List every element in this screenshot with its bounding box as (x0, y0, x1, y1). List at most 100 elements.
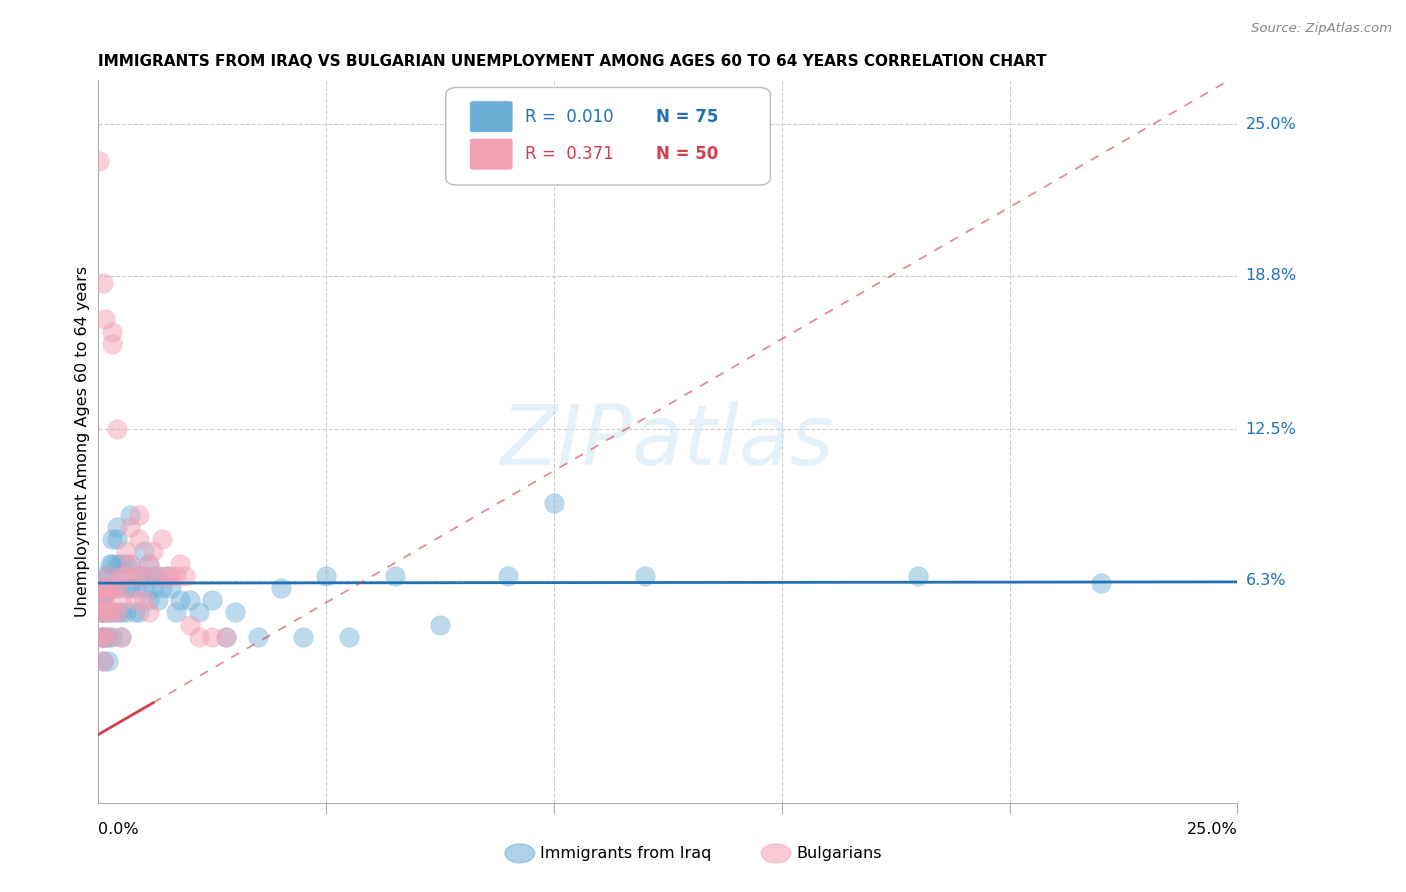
Point (96, 630, 118, 644)
Point (94, 581, 117, 595)
Point (91, 569, 114, 583)
Point (160, 581, 183, 595)
Point (89, 593, 111, 607)
Text: N = 50: N = 50 (657, 145, 718, 163)
Point (91, 654, 114, 668)
Point (105, 581, 128, 595)
Point (160, 569, 183, 583)
Point (634, 569, 657, 583)
Point (315, 569, 337, 583)
Point (270, 581, 292, 595)
Point (101, 606, 124, 620)
Point (101, 581, 124, 595)
Text: 18.8%: 18.8% (1246, 268, 1296, 283)
Point (101, 557, 124, 571)
Point (150, 532, 173, 546)
FancyBboxPatch shape (470, 138, 513, 170)
Point (105, 532, 128, 546)
Point (91, 630, 114, 644)
Text: ZIPatlas: ZIPatlas (501, 401, 835, 482)
Point (96, 630, 118, 644)
Text: Source: ZipAtlas.com: Source: ZipAtlas.com (1251, 22, 1392, 36)
Point (91, 581, 114, 595)
Text: 25.0%: 25.0% (1246, 117, 1296, 132)
Point (120, 557, 142, 571)
Point (179, 617, 201, 632)
Point (179, 593, 201, 607)
Point (498, 569, 520, 583)
Point (90, 630, 112, 644)
Point (128, 532, 150, 546)
Point (91, 276, 114, 290)
Point (132, 569, 155, 583)
Text: 12.5%: 12.5% (1246, 422, 1296, 437)
Text: 0.0%: 0.0% (98, 822, 139, 838)
Point (110, 606, 132, 620)
Point (110, 569, 132, 583)
Point (128, 569, 150, 583)
Point (224, 606, 246, 620)
Point (94, 312, 117, 326)
Point (132, 593, 155, 607)
Point (96, 654, 118, 668)
Point (114, 606, 136, 620)
Point (1090, 576, 1112, 591)
Point (215, 630, 238, 644)
Point (124, 581, 146, 595)
Point (146, 569, 169, 583)
Point (91, 581, 114, 595)
Point (101, 606, 124, 620)
Text: R =  0.371: R = 0.371 (526, 145, 614, 163)
Point (169, 593, 191, 607)
Point (142, 544, 165, 558)
Point (114, 581, 136, 595)
Point (124, 593, 146, 607)
Y-axis label: Unemployment Among Ages 60 to 64 years: Unemployment Among Ages 60 to 64 years (75, 266, 90, 617)
Point (105, 581, 128, 595)
Point (114, 569, 136, 583)
Text: IMMIGRANTS FROM IRAQ VS BULGARIAN UNEMPLOYMENT AMONG AGES 60 TO 64 YEARS CORRELA: IMMIGRANTS FROM IRAQ VS BULGARIAN UNEMPL… (98, 54, 1047, 70)
Point (201, 630, 224, 644)
Point (90, 606, 112, 620)
Point (105, 520, 128, 534)
Point (156, 569, 179, 583)
Point (91, 606, 114, 620)
Point (146, 569, 169, 583)
Point (89, 153, 111, 168)
Text: 6.3%: 6.3% (1246, 574, 1286, 588)
Point (90, 606, 112, 620)
FancyBboxPatch shape (446, 87, 770, 185)
Point (89, 593, 111, 607)
Point (187, 606, 209, 620)
Point (165, 606, 187, 620)
Point (201, 593, 224, 607)
Point (110, 630, 132, 644)
Point (93, 593, 115, 607)
Point (124, 569, 146, 583)
Point (120, 508, 142, 522)
Text: Bulgarians: Bulgarians (797, 846, 882, 861)
Text: 25.0%: 25.0% (1187, 822, 1237, 838)
Point (101, 325, 124, 339)
Point (128, 606, 150, 620)
Point (91, 593, 114, 607)
Text: N = 75: N = 75 (657, 108, 718, 126)
Point (114, 544, 136, 558)
Point (169, 557, 191, 571)
Point (120, 581, 142, 595)
Point (96, 581, 118, 595)
Point (120, 520, 142, 534)
Point (337, 630, 360, 644)
Point (132, 544, 155, 558)
Point (101, 337, 124, 351)
FancyBboxPatch shape (470, 101, 513, 133)
Point (98, 557, 121, 571)
Point (110, 630, 132, 644)
Point (215, 630, 238, 644)
Point (114, 557, 136, 571)
Point (94, 630, 117, 644)
Point (105, 557, 128, 571)
Point (101, 581, 124, 595)
Point (246, 630, 269, 644)
Point (101, 630, 124, 644)
